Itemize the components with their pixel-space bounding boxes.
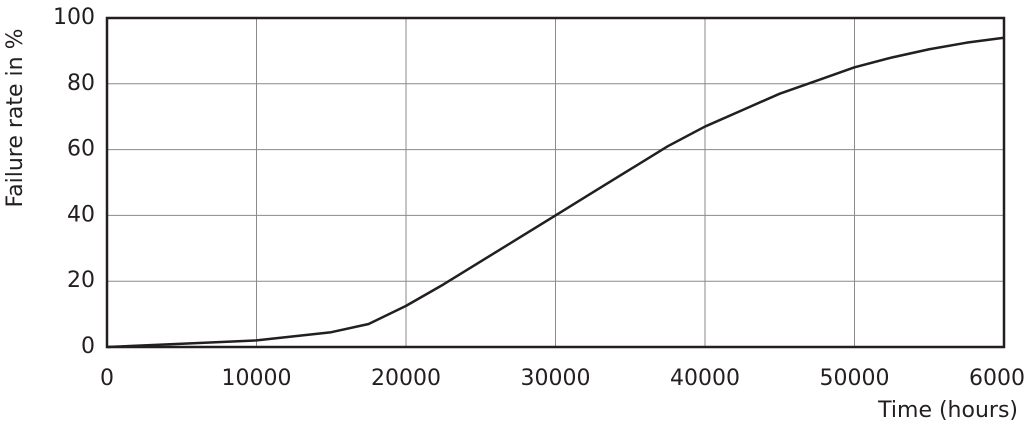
x-axis-label: Time (hours) (877, 398, 1018, 423)
y-tick-label: 80 (67, 71, 95, 96)
y-tick-label: 0 (81, 334, 95, 359)
y-tick-label: 60 (67, 137, 95, 162)
x-tick-label: 60000 (969, 366, 1024, 391)
y-tick-label: 100 (53, 5, 95, 30)
x-tick-label: 40000 (670, 366, 740, 391)
y-tick-label: 20 (67, 268, 95, 293)
y-tick-label: 40 (67, 202, 95, 227)
x-tick-label: 0 (100, 366, 114, 391)
x-tick-label: 10000 (222, 366, 292, 391)
x-tick-label: 20000 (371, 366, 441, 391)
y-axis-label: Failure rate in % (3, 28, 28, 207)
data-line (106, 36, 1005, 349)
plot-frame (105, 16, 1006, 349)
x-tick-label: 50000 (820, 366, 890, 391)
x-tick-label: 30000 (521, 366, 591, 391)
